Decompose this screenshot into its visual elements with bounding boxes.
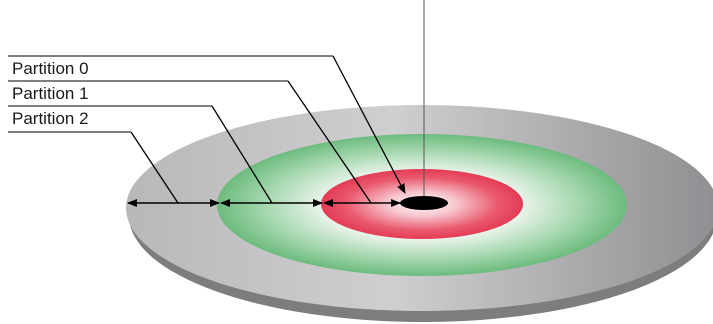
leader-line-partition-3 — [130, 131, 179, 204]
leader-line-partition-0 — [332, 55, 406, 194]
label-partition-0: Partition 0 — [12, 59, 89, 78]
label-partition-2: Partition 2 — [12, 109, 89, 128]
spindle-hole — [400, 196, 448, 210]
leader-line-partition-2 — [211, 105, 273, 204]
label-partition-1: Partition 1 — [12, 84, 89, 103]
leader-line-partition-1 — [287, 80, 372, 204]
label-lines — [8, 55, 333, 133]
